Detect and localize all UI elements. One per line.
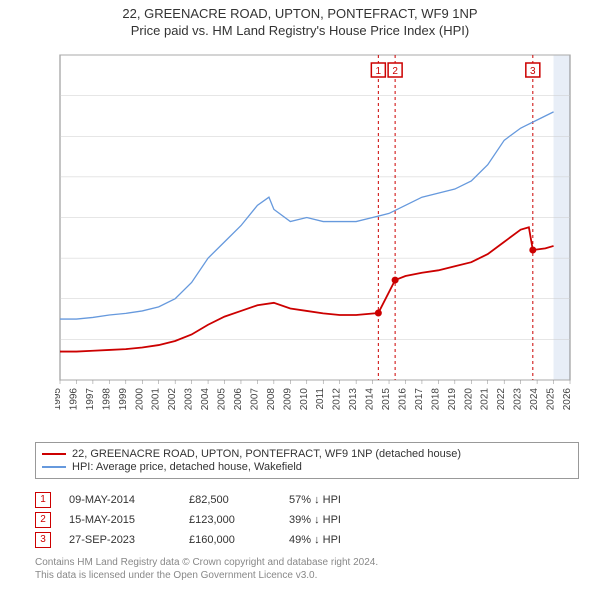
event-marker: 1 — [35, 492, 51, 508]
svg-text:2019: 2019 — [447, 388, 458, 410]
svg-text:2011: 2011 — [315, 388, 326, 410]
svg-text:2009: 2009 — [282, 388, 293, 410]
event-delta: 57% ↓ HPI — [289, 494, 409, 506]
svg-text:2012: 2012 — [332, 388, 343, 410]
footer: Contains HM Land Registry data © Crown c… — [35, 556, 378, 582]
svg-text:1996: 1996 — [68, 388, 79, 410]
legend-item: HPI: Average price, detached house, Wake… — [42, 461, 572, 473]
svg-text:2023: 2023 — [513, 388, 524, 410]
svg-text:1999: 1999 — [118, 388, 129, 410]
chart-subtitle: Price paid vs. HM Land Registry's House … — [0, 23, 600, 38]
event-marker: 2 — [35, 512, 51, 528]
event-row: 1 09-MAY-2014 £82,500 57% ↓ HPI — [35, 492, 409, 508]
event-delta: 39% ↓ HPI — [289, 514, 409, 526]
legend-swatch — [42, 466, 66, 468]
event-date: 09-MAY-2014 — [69, 494, 189, 506]
event-row: 2 15-MAY-2015 £123,000 39% ↓ HPI — [35, 512, 409, 528]
svg-text:2006: 2006 — [233, 388, 244, 410]
svg-text:2007: 2007 — [249, 388, 260, 410]
footer-line: This data is licensed under the Open Gov… — [35, 569, 378, 582]
svg-text:2008: 2008 — [266, 388, 277, 410]
svg-text:2002: 2002 — [167, 388, 178, 410]
event-price: £123,000 — [189, 514, 289, 526]
svg-text:1998: 1998 — [101, 388, 112, 410]
svg-text:2025: 2025 — [546, 388, 557, 410]
event-date: 15-MAY-2015 — [69, 514, 189, 526]
svg-text:2026: 2026 — [562, 388, 573, 410]
svg-text:1: 1 — [376, 66, 382, 77]
svg-text:2000: 2000 — [134, 388, 145, 410]
svg-text:1995: 1995 — [55, 388, 63, 410]
svg-text:2001: 2001 — [151, 388, 162, 410]
svg-text:2021: 2021 — [480, 388, 491, 410]
svg-text:2022: 2022 — [496, 388, 507, 410]
event-delta: 49% ↓ HPI — [289, 534, 409, 546]
event-date: 27-SEP-2023 — [69, 534, 189, 546]
svg-text:2017: 2017 — [414, 388, 425, 410]
event-price: £160,000 — [189, 534, 289, 546]
svg-text:1997: 1997 — [85, 388, 96, 410]
svg-text:2004: 2004 — [200, 388, 211, 410]
legend: 22, GREENACRE ROAD, UPTON, PONTEFRACT, W… — [35, 442, 579, 479]
chart-title: 22, GREENACRE ROAD, UPTON, PONTEFRACT, W… — [0, 6, 600, 21]
svg-text:2005: 2005 — [217, 388, 228, 410]
svg-text:2015: 2015 — [381, 388, 392, 410]
svg-text:2003: 2003 — [184, 388, 195, 410]
chart-title-block: 22, GREENACRE ROAD, UPTON, PONTEFRACT, W… — [0, 0, 600, 38]
svg-text:2014: 2014 — [365, 388, 376, 410]
footer-line: Contains HM Land Registry data © Crown c… — [35, 556, 378, 569]
svg-text:3: 3 — [530, 66, 536, 77]
svg-text:2016: 2016 — [397, 388, 408, 410]
legend-swatch — [42, 453, 66, 455]
event-table: 1 09-MAY-2014 £82,500 57% ↓ HPI 2 15-MAY… — [35, 488, 409, 552]
svg-text:2: 2 — [392, 66, 398, 77]
event-marker: 3 — [35, 532, 51, 548]
svg-text:2013: 2013 — [348, 388, 359, 410]
svg-text:2020: 2020 — [463, 388, 474, 410]
legend-item: 22, GREENACRE ROAD, UPTON, PONTEFRACT, W… — [42, 448, 572, 460]
legend-label: 22, GREENACRE ROAD, UPTON, PONTEFRACT, W… — [72, 448, 461, 460]
price-chart: £0£50K£100K£150K£200K£250K£300K£350K£400… — [55, 50, 575, 410]
svg-text:2024: 2024 — [529, 388, 540, 410]
event-row: 3 27-SEP-2023 £160,000 49% ↓ HPI — [35, 532, 409, 548]
svg-text:2010: 2010 — [299, 388, 310, 410]
event-price: £82,500 — [189, 494, 289, 506]
svg-text:2018: 2018 — [430, 388, 441, 410]
legend-label: HPI: Average price, detached house, Wake… — [72, 461, 302, 473]
